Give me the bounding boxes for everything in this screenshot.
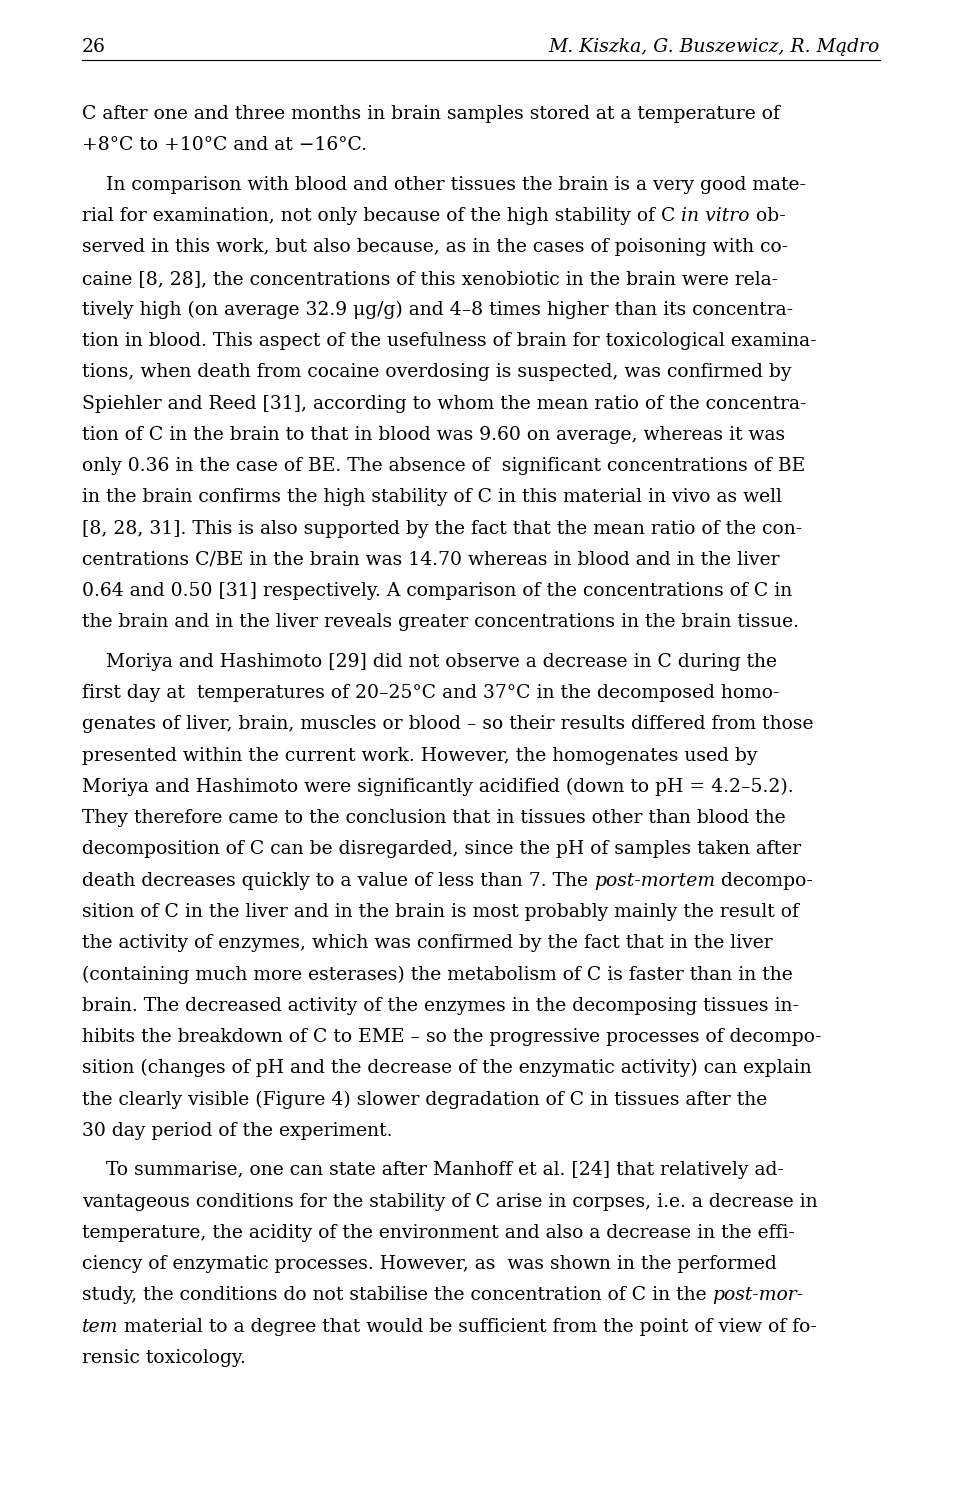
Text: hibits the breakdown of C to EME – so the progressive processes of decompo-: hibits the breakdown of C to EME – so th… xyxy=(82,1027,822,1045)
Text: post-mortem: post-mortem xyxy=(594,872,715,890)
Text: 0.64 and 0.50 [31] respectively. A comparison of the concentrations of C in: 0.64 and 0.50 [31] respectively. A compa… xyxy=(82,582,792,600)
Text: post-mor-: post-mor- xyxy=(712,1286,804,1304)
Text: the brain and in the liver reveals greater concentrations in the brain tissue.: the brain and in the liver reveals great… xyxy=(82,614,799,632)
Text: only 0.36 in the case of BE. The absence of  significant concentrations of BE: only 0.36 in the case of BE. The absence… xyxy=(82,457,805,475)
Text: Moriya and Hashimoto were significantly acidified (down to pH = 4.2–5.2).: Moriya and Hashimoto were significantly … xyxy=(82,778,794,796)
Text: rensic toxicology.: rensic toxicology. xyxy=(82,1349,246,1367)
Text: material to a degree that would be sufficient from the point of view of fo-: material to a degree that would be suffi… xyxy=(118,1318,817,1336)
Text: sition (changes of pH and the decrease of the enzymatic activity) can explain: sition (changes of pH and the decrease o… xyxy=(82,1059,811,1077)
Text: served in this work, but also because, as in the cases of poisoning with co-: served in this work, but also because, a… xyxy=(82,238,788,256)
Text: centrations C/BE in the brain was 14.70 whereas in blood and in the liver: centrations C/BE in the brain was 14.70 … xyxy=(82,550,780,569)
Text: the clearly visible (Figure 4) slower degradation of C in tissues after the: the clearly visible (Figure 4) slower de… xyxy=(82,1090,767,1108)
Text: the activity of enzymes, which was confirmed by the fact that in the liver: the activity of enzymes, which was confi… xyxy=(82,934,773,952)
Text: rial for examination, not only because of the high stability of C: rial for examination, not only because o… xyxy=(82,208,682,226)
Text: C after one and three months in brain samples stored at a temperature of: C after one and three months in brain sa… xyxy=(82,105,780,123)
Text: Spiehler and Reed [31], according to whom the mean ratio of the concentra-: Spiehler and Reed [31], according to who… xyxy=(82,394,806,412)
Text: tively high (on average 32.9 μg/g) and 4–8 times higher than its concentra-: tively high (on average 32.9 μg/g) and 4… xyxy=(82,301,793,319)
Text: In comparison with blood and other tissues the brain is a very good mate-: In comparison with blood and other tissu… xyxy=(82,176,806,194)
Text: +8°C to +10°C and at −16°C.: +8°C to +10°C and at −16°C. xyxy=(82,137,367,155)
Text: ob-: ob- xyxy=(750,208,785,226)
Text: first day at  temperatures of 20–25°C and 37°C in the decomposed homo-: first day at temperatures of 20–25°C and… xyxy=(82,684,780,702)
Text: in vitro: in vitro xyxy=(682,208,750,226)
Text: brain. The decreased activity of the enzymes in the decomposing tissues in-: brain. The decreased activity of the enz… xyxy=(82,997,799,1015)
Text: tion in blood. This aspect of the usefulness of brain for toxicological examina-: tion in blood. This aspect of the useful… xyxy=(82,332,817,350)
Text: tions, when death from cocaine overdosing is suspected, was confirmed by: tions, when death from cocaine overdosin… xyxy=(82,364,791,382)
Text: They therefore came to the conclusion that in tissues other than blood the: They therefore came to the conclusion th… xyxy=(82,809,785,827)
Text: caine [8, 28], the concentrations of this xenobiotic in the brain were rela-: caine [8, 28], the concentrations of thi… xyxy=(82,269,779,287)
Text: tem: tem xyxy=(82,1318,118,1336)
Text: presented within the current work. However, the homogenates used by: presented within the current work. Howev… xyxy=(82,746,757,764)
Text: study, the conditions do not stabilise the concentration of C in the: study, the conditions do not stabilise t… xyxy=(82,1286,712,1304)
Text: decompo-: decompo- xyxy=(715,872,813,890)
Text: genates of liver, brain, muscles or blood – so their results differed from those: genates of liver, brain, muscles or bloo… xyxy=(82,716,813,734)
Text: in the brain confirms the high stability of C in this material in vivo as well: in the brain confirms the high stability… xyxy=(82,489,781,507)
Text: 30 day period of the experiment.: 30 day period of the experiment. xyxy=(82,1122,393,1140)
Text: decomposition of C can be disregarded, since the pH of samples taken after: decomposition of C can be disregarded, s… xyxy=(82,841,802,859)
Text: tion of C in the brain to that in blood was 9.60 on average, whereas it was: tion of C in the brain to that in blood … xyxy=(82,426,785,444)
Text: vantageous conditions for the stability of C arise in corpses, i.e. a decrease i: vantageous conditions for the stability … xyxy=(82,1193,818,1211)
Text: To summarise, one can state after Manhoff et al. [24] that relatively ad-: To summarise, one can state after Manhof… xyxy=(82,1161,784,1179)
Text: temperature, the acidity of the environment and also a decrease in the effi-: temperature, the acidity of the environm… xyxy=(82,1224,795,1242)
Text: (containing much more esterases) the metabolism of C is faster than in the: (containing much more esterases) the met… xyxy=(82,966,793,984)
Text: sition of C in the liver and in the brain is most probably mainly the result of: sition of C in the liver and in the brai… xyxy=(82,902,799,920)
Text: ciency of enzymatic processes. However, as  was shown in the performed: ciency of enzymatic processes. However, … xyxy=(82,1254,777,1272)
Text: M. Kiszka, G. Buszewicz, R. Mądro: M. Kiszka, G. Buszewicz, R. Mądro xyxy=(549,38,880,56)
Text: Moriya and Hashimoto [29] did not observe a decrease in C during the: Moriya and Hashimoto [29] did not observ… xyxy=(82,653,777,671)
Text: death decreases quickly to a value of less than 7. The: death decreases quickly to a value of le… xyxy=(82,872,594,890)
Text: [8, 28, 31]. This is also supported by the fact that the mean ratio of the con-: [8, 28, 31]. This is also supported by t… xyxy=(82,519,803,537)
Text: 26: 26 xyxy=(82,38,106,56)
